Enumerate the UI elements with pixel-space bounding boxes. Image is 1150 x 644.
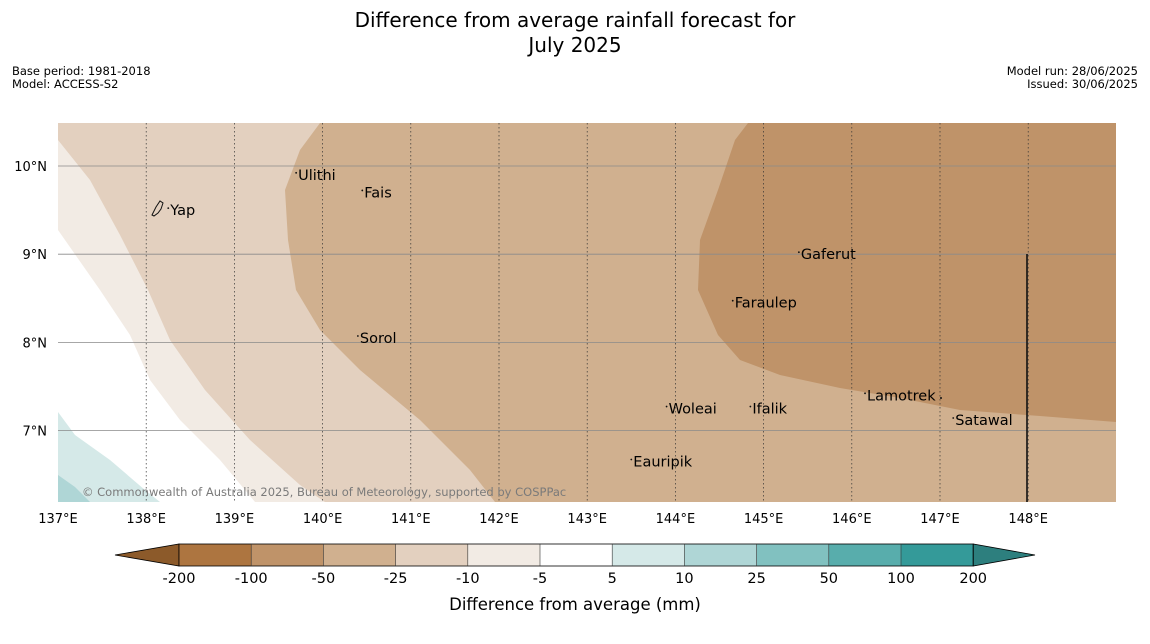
map-title: Difference from average rainfall forecas… <box>0 8 1150 58</box>
lon-tick-label: 144°E <box>656 512 696 527</box>
lon-tick-label: 139°E <box>215 512 255 527</box>
place-sorol: Sorol <box>356 331 397 347</box>
colorbar-box <box>251 544 324 566</box>
colorbar-box <box>828 544 901 566</box>
colorbar-tick-label: 10 <box>675 571 693 587</box>
place-marker <box>295 171 298 174</box>
place-marker <box>167 207 170 210</box>
place-marker <box>731 299 734 302</box>
zone-plus10-plus25 <box>58 475 90 502</box>
place-marker <box>356 335 359 337</box>
graticule <box>58 123 1116 502</box>
model-run-text: Model run: 28/06/2025 <box>1006 64 1138 78</box>
colorbar-arrow-left <box>114 543 180 567</box>
place-marker <box>361 189 364 192</box>
colorbar-frame <box>178 543 974 567</box>
colorbar-box <box>684 544 757 566</box>
place-woleai: Woleai <box>665 402 717 418</box>
place-name: Ifalik <box>752 402 787 418</box>
colorbar-tick-label: -10 <box>456 571 480 587</box>
colorbar-label: Difference from average (mm) <box>449 595 701 614</box>
colorbar-box <box>467 544 540 566</box>
place-name: Faraulep <box>735 296 797 312</box>
longitude-labels: 137°E 138°E 139°E 140°E 141°E 142°E 143°E 144°E… <box>38 512 1048 527</box>
place-name: Eauripik <box>633 454 692 470</box>
colorbar-box <box>612 544 685 566</box>
place-satawal: Satawal <box>952 413 1013 429</box>
colorbar: -200 -100 -50 -25 -10 -5 5 10 25 50 100 200 <box>114 543 1036 587</box>
colorbar-tick-label: 100 <box>887 571 915 587</box>
colorbar-tick-label: -5 <box>533 571 547 587</box>
lon-tick-label: 143°E <box>567 512 607 527</box>
place-name: Ulithi <box>298 168 336 184</box>
place-marker <box>864 392 866 395</box>
colorbar-tick-label: 200 <box>959 571 987 587</box>
title-line-1: Difference from average rainfall forecas… <box>354 8 796 32</box>
colorbar-tick-label: -50 <box>312 571 336 587</box>
colorbar-box <box>756 544 829 566</box>
colorbar-box <box>179 544 252 566</box>
title-line-2: July 2025 <box>528 33 622 57</box>
lon-tick-label: 138°E <box>126 512 166 527</box>
place-name: Lamotrek <box>867 388 936 404</box>
place-name: Yap <box>169 203 195 219</box>
lon-tick-label: 137°E <box>38 512 78 527</box>
place-marker <box>952 417 955 419</box>
zone-plus5-plus10 <box>58 412 160 502</box>
place-name: Sorol <box>360 331 397 347</box>
latitude-labels: 10°N 9°N 8°N 7°N <box>14 160 47 440</box>
place-ulithi: Ulithi <box>295 168 336 184</box>
place-yap: Yap <box>167 203 195 219</box>
lat-tick-label: 8°N <box>23 336 48 351</box>
zone-minus5-plus5 <box>58 230 255 502</box>
info-right: Model run: 28/06/2025 Issued: 30/06/2025 <box>1007 65 1138 91</box>
place-marker <box>797 251 800 254</box>
lon-tick-label: 146°E <box>832 512 872 527</box>
model-text: Model: ACCESS-S2 <box>12 77 119 91</box>
lon-tick-label: 147°E <box>920 512 960 527</box>
lon-tick-label: 145°E <box>744 512 784 527</box>
info-left: Base period: 1981-2018 Model: ACCESS-S2 <box>12 65 151 91</box>
place-ifalik: Ifalik <box>749 402 788 418</box>
yap-island-shape <box>151 200 164 217</box>
lat-tick-label: 7°N <box>23 425 48 440</box>
colorbar-tick-label: 50 <box>820 571 838 587</box>
place-name: Woleai <box>669 402 717 418</box>
lon-tick-label: 141°E <box>391 512 431 527</box>
base-period-text: Base period: 1981-2018 <box>12 64 151 78</box>
colorbar-tick-label: -25 <box>384 571 408 587</box>
place-name: Gaferut <box>801 247 856 263</box>
place-marker <box>749 405 752 408</box>
place-name: Fais <box>364 185 391 201</box>
place-faraulep: Faraulep <box>731 296 797 312</box>
place-eauripik: Eauripik <box>630 454 693 470</box>
lat-tick-label: 10°N <box>14 160 47 175</box>
zone-minus100-minus50 <box>698 123 1116 422</box>
place-lamotrek: Lamotrek <box>864 388 936 404</box>
colorbar-arrow-right <box>972 543 1036 567</box>
colorbar-box <box>395 544 468 566</box>
colorbar-tick-label: -100 <box>235 571 268 587</box>
colorbar-box <box>323 544 396 566</box>
colorbar-box <box>901 544 974 566</box>
islet-marker <box>940 397 942 399</box>
colorbar-tick-label: -200 <box>163 571 196 587</box>
lon-tick-label: 140°E <box>303 512 343 527</box>
place-gaferut: Gaferut <box>797 247 856 263</box>
colorbar-tick-label: 25 <box>747 571 765 587</box>
place-labels: Yap Ulithi Fais Sorol Gaferut Faraulep Woleai I… <box>167 168 1013 470</box>
lat-tick-label: 9°N <box>23 248 48 263</box>
colorbar-tick-label: 5 <box>608 571 617 587</box>
issued-text: Issued: 30/06/2025 <box>1027 77 1138 91</box>
place-marker <box>665 405 668 408</box>
place-name: Satawal <box>955 413 1012 429</box>
place-fais: Fais <box>361 185 392 201</box>
lon-tick-label: 142°E <box>479 512 519 527</box>
lon-tick-label: 148°E <box>1008 512 1048 527</box>
place-marker <box>630 458 633 461</box>
copyright-text: © Commonwealth of Australia 2025, Bureau… <box>82 485 566 499</box>
colorbar-box <box>540 544 613 566</box>
